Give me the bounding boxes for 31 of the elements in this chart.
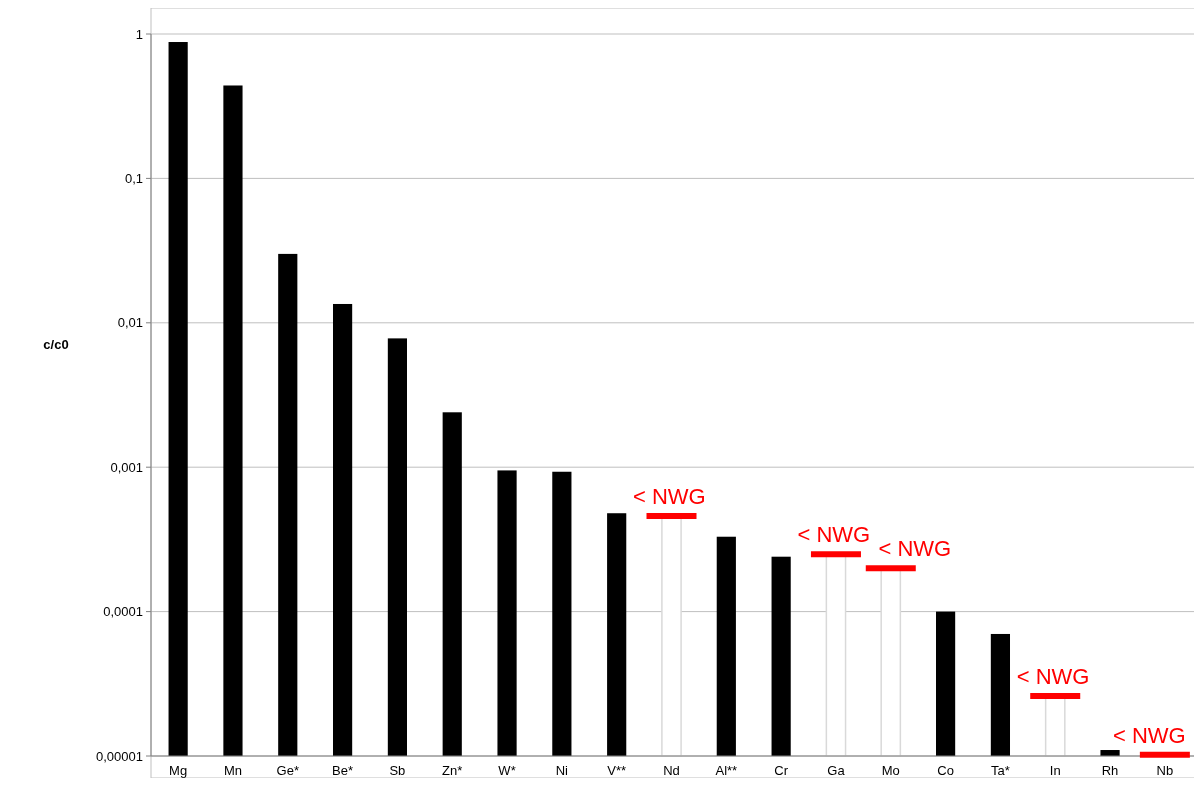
- x-tick-label: Ta*: [991, 763, 1010, 778]
- x-tick-label: Nd: [663, 763, 680, 778]
- x-tick-label: Be*: [332, 763, 354, 778]
- annotation: < NWG: [1016, 664, 1090, 690]
- annotation: < NWG: [633, 483, 706, 509]
- x-tick-label: Sb: [389, 763, 406, 778]
- x-tick-label: Mn: [223, 763, 242, 778]
- x-tick-label: Al**: [715, 763, 738, 778]
- x-tick-label: Mg: [169, 763, 188, 778]
- x-tick-label: Cr: [774, 763, 789, 778]
- y-tick-label: 0,0001: [103, 604, 143, 620]
- x-tick-label: Mo: [881, 763, 900, 778]
- x-tick-label: Ge*: [276, 763, 299, 778]
- x-tick-label: W*: [498, 763, 516, 778]
- x-tick-label: Zn*: [442, 763, 463, 778]
- x-tick-label: Ga: [827, 763, 846, 778]
- annotation: < NWG: [878, 536, 952, 562]
- annotation: < NWG: [1113, 722, 1186, 748]
- y-tick-label: 0,00001: [96, 748, 143, 764]
- x-tick-label: V**: [607, 763, 627, 778]
- x-tick-label: Rh: [1101, 763, 1119, 778]
- y-tick-label: 0,1: [124, 170, 143, 186]
- y-tick-label: 1: [135, 26, 143, 42]
- y-tick-label: 0,01: [117, 315, 143, 331]
- annotation: < NWG: [797, 522, 871, 548]
- x-tick-label: In: [1049, 763, 1061, 778]
- y-axis-title: c/c0: [43, 337, 69, 352]
- x-tick-label: Ni: [555, 763, 569, 778]
- x-tick-label: Nb: [1156, 763, 1174, 778]
- x-tick-label: Co: [937, 763, 954, 778]
- y-tick-label: 0,001: [110, 459, 143, 475]
